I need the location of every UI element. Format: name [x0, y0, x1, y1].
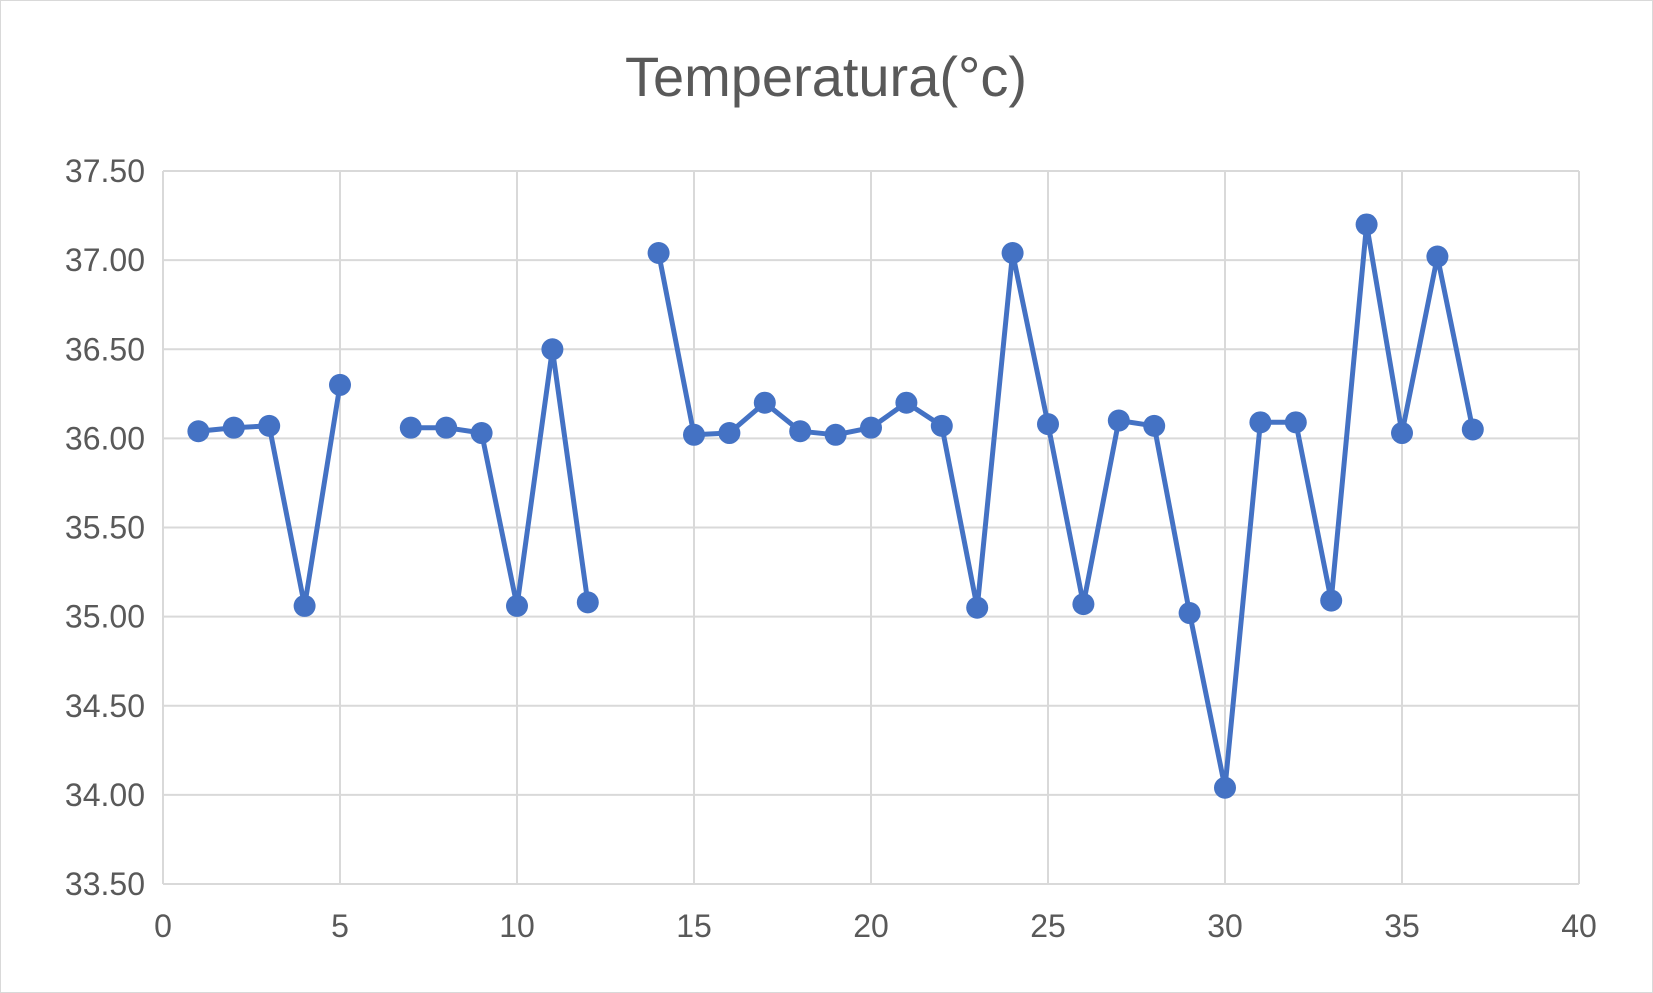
x-tick-label: 30 — [1207, 908, 1243, 944]
data-point — [1178, 602, 1201, 625]
chart-title: Temperatura(°c) — [625, 45, 1027, 108]
y-tick-label: 34.50 — [65, 688, 145, 724]
data-point — [753, 391, 776, 414]
data-point — [930, 414, 953, 437]
data-point — [470, 422, 493, 445]
y-tick-label: 36.00 — [65, 420, 145, 456]
data-point — [1461, 418, 1484, 441]
data-point — [860, 416, 882, 439]
data-point — [293, 594, 316, 617]
data-point — [399, 416, 422, 439]
data-point — [506, 594, 528, 617]
data-point — [187, 420, 210, 443]
data-point — [222, 416, 245, 439]
data-point — [1320, 589, 1343, 612]
x-tick-label: 0 — [154, 908, 172, 944]
series-line — [656, 222, 1476, 791]
data-point — [541, 338, 564, 361]
data-point — [1426, 245, 1449, 268]
data-point — [1214, 776, 1236, 799]
x-tick-label: 5 — [331, 908, 349, 944]
data-point — [683, 423, 705, 446]
x-tick-label: 10 — [499, 908, 535, 944]
x-tick-label: 35 — [1384, 908, 1420, 944]
data-point — [258, 414, 281, 437]
data-point — [895, 391, 918, 414]
data-point — [576, 591, 599, 614]
grid — [162, 170, 1580, 885]
data-point — [1107, 409, 1130, 432]
y-tick-label: 33.50 — [65, 866, 145, 902]
series-line — [410, 346, 591, 609]
data-point — [1355, 213, 1378, 236]
data-point — [435, 416, 458, 439]
tick-labels: 33.50 34.00 34.50 35.00 35.50 36.00 36.50 37.00… — [65, 153, 1597, 944]
data-point — [789, 420, 812, 443]
x-tick-label: 25 — [1030, 908, 1066, 944]
data-point — [1391, 422, 1413, 445]
x-tick-label: 15 — [676, 908, 712, 944]
data-point — [718, 422, 741, 445]
data-point — [647, 241, 670, 264]
data-point — [1249, 411, 1272, 434]
data-point — [1037, 413, 1059, 436]
series — [187, 213, 1484, 799]
y-tick-label: 37.50 — [65, 153, 145, 189]
y-tick-label: 37.00 — [65, 242, 145, 278]
x-tick-label: 20 — [853, 908, 889, 944]
data-point — [329, 373, 351, 396]
data-point — [1143, 414, 1166, 437]
data-point — [1072, 593, 1095, 616]
data-point — [1284, 411, 1307, 434]
x-tick-label: 40 — [1561, 908, 1597, 944]
data-point — [966, 596, 989, 619]
y-tick-label: 35.50 — [65, 510, 145, 546]
y-tick-label: 35.00 — [65, 599, 145, 635]
y-tick-label: 34.00 — [65, 777, 145, 813]
data-point — [824, 423, 847, 446]
data-point — [1001, 241, 1024, 264]
y-tick-label: 36.50 — [65, 331, 145, 367]
